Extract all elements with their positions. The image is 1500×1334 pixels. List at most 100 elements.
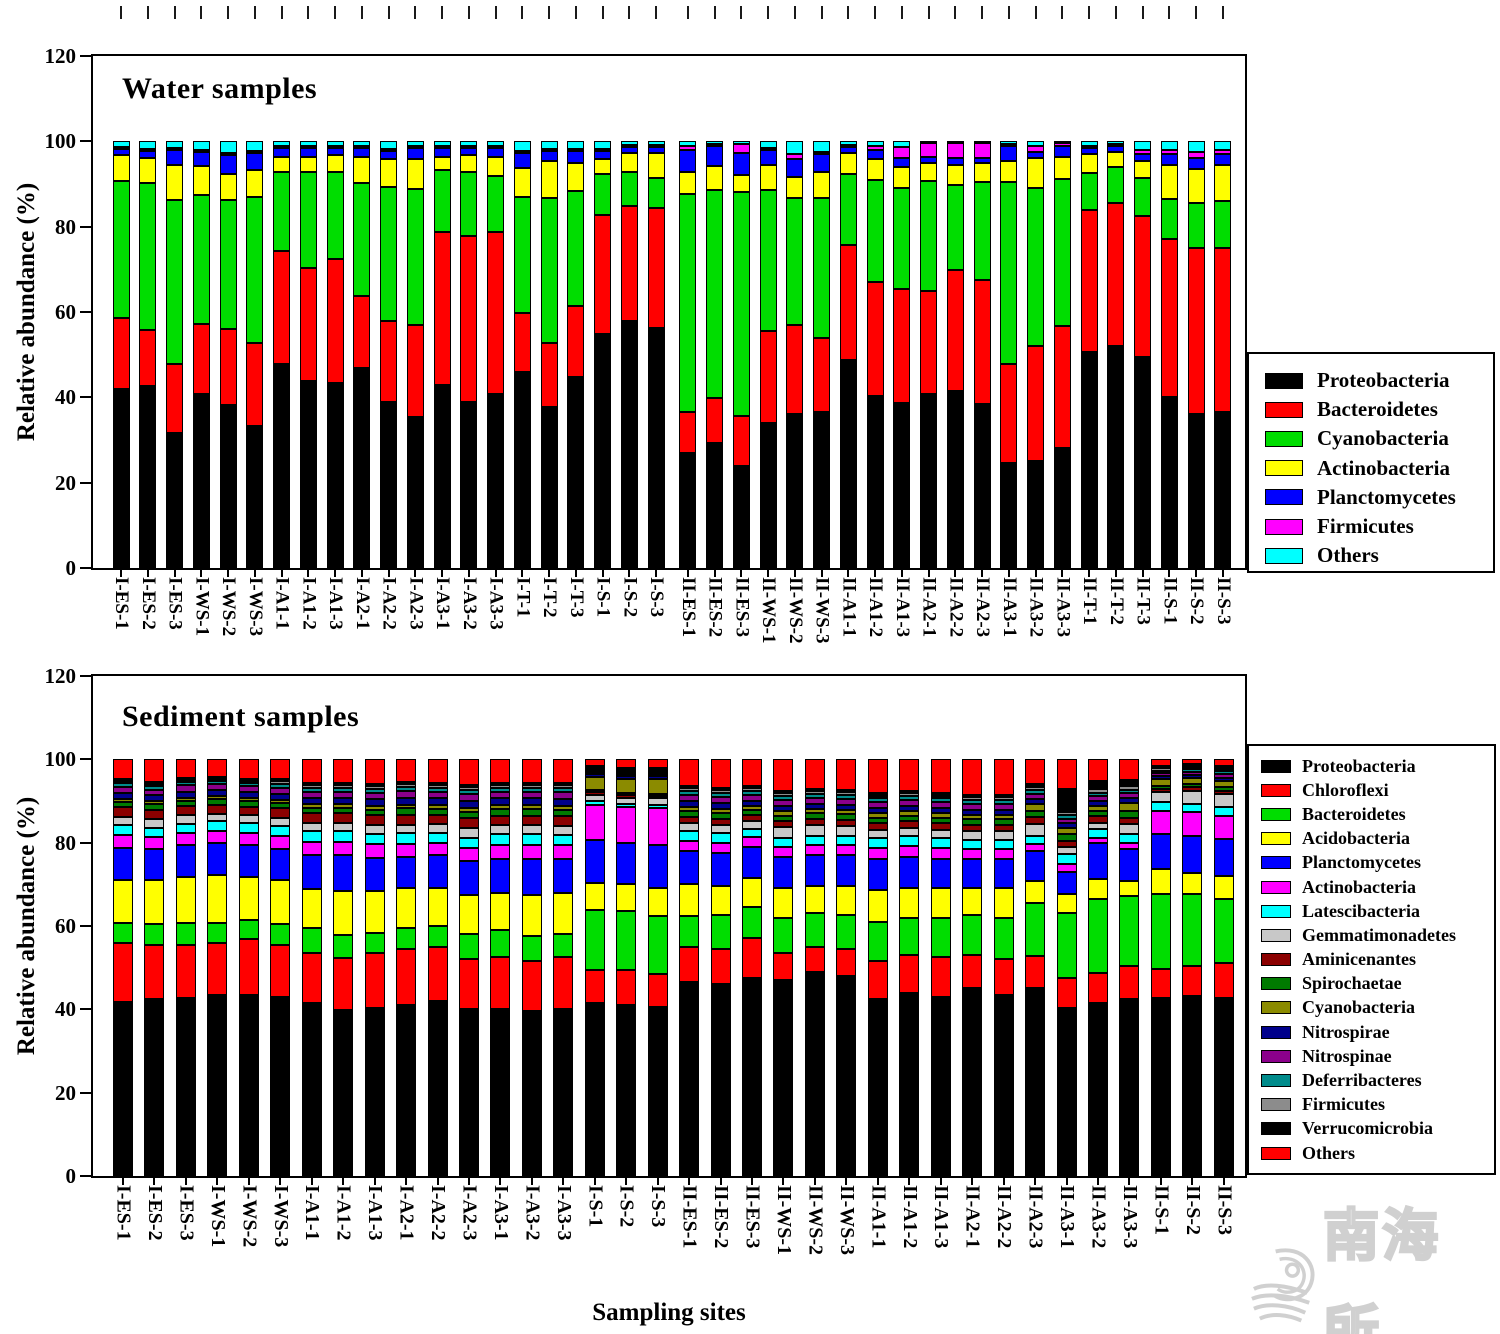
- bar-segment-Cyanobacteria: [333, 804, 354, 808]
- bar-segment-Planctomycetes: [1119, 849, 1140, 881]
- bar-segment-Cyanobacteria: [139, 182, 157, 331]
- bar-segment-Bacteroidetes: [1053, 326, 1071, 449]
- bar-II-S-3: [1213, 759, 1234, 1176]
- bar-segment-Cyanobacteria: [567, 191, 585, 307]
- x-tick-label: I-WS-3: [269, 1185, 292, 1297]
- bar-segment-Proteobacteria: [742, 978, 762, 1176]
- bar-I-WS-3: [270, 759, 291, 1177]
- bar-segment-Acidobacteria: [804, 886, 825, 914]
- bar-segment-Proteobacteria: [920, 393, 937, 569]
- bar-segment-Planctomycetes: [710, 853, 731, 887]
- x-tick-label-text: I-S-3: [647, 1185, 670, 1228]
- bar-segment-Nitrospirae: [616, 776, 637, 780]
- bar-segment-Chloroflexi: [867, 961, 888, 999]
- bar-segment-Others: [594, 141, 611, 149]
- x-axis-tick: [184, 1178, 187, 1185]
- bar-segment-Verrucomicrobia: [1119, 780, 1140, 787]
- bar-segment-Actinobacteria: [804, 844, 825, 856]
- bar-segment-Bacteroidetes: [1000, 364, 1018, 464]
- bar-segment-Proteobacteria: [166, 433, 183, 569]
- bar-segment-Bacteroidetes: [706, 398, 723, 443]
- x-tick-label: I-A2-1: [351, 577, 373, 663]
- bar-segment-Acidobacteria: [773, 888, 794, 918]
- bar-segment-Planctomycetes: [219, 154, 237, 174]
- bar-segment-Nitrospirae: [1087, 800, 1108, 806]
- bar-segment-Nitrospirae: [427, 798, 448, 806]
- bar-segment-Deferribacteres: [490, 787, 511, 792]
- bar-segment-Aminicenantes: [867, 823, 888, 830]
- x-axis-tick: [1128, 1178, 1131, 1185]
- x-tick-label-text: I-WS-3: [269, 1185, 292, 1248]
- bar-segment-Actinobacteria: [1134, 160, 1151, 178]
- bar-I-WS-3: [246, 141, 264, 569]
- legend-swatch-Aminicenantes: [1261, 953, 1291, 967]
- bar-segment-Cyanobacteria: [458, 808, 479, 813]
- bar-segment-Actinobacteria: [175, 832, 196, 846]
- bar-segment-Chloroflexi: [962, 955, 983, 989]
- x-tick-label-text: II-A1-1: [838, 577, 860, 638]
- legend-swatch-Proteobacteria: [1265, 372, 1303, 389]
- x-tick-label: I-ES-1: [110, 577, 132, 663]
- cropped-label-tail: [307, 6, 310, 19]
- bar-segment-Planctomycetes: [647, 844, 668, 889]
- legend-swatch-Firmicutes: [1261, 1098, 1291, 1112]
- bar-segment-Cyanobacteria: [353, 182, 371, 296]
- bar-segment-Spirochaetae: [458, 812, 479, 819]
- legend-item-Latescibacteria: Latescibacteria: [1261, 899, 1494, 923]
- bar-segment-Cyanobacteria: [1080, 173, 1098, 210]
- bar-segment-Latescibacteria: [113, 825, 133, 836]
- cropped-label-tail: [740, 6, 743, 19]
- bar-segment-Proteobacteria: [962, 988, 983, 1176]
- x-tick-label-text: I-WS-3: [244, 577, 266, 637]
- bar-segment-Bacteroidetes: [458, 934, 479, 960]
- bar-segment-Deferribacteres: [1182, 769, 1203, 772]
- x-axis-tick: [521, 570, 524, 577]
- bar-segment-Bacteroidetes: [144, 924, 165, 945]
- x-axis-tick: [146, 570, 149, 577]
- bar-segment-Planctomycetes: [962, 859, 983, 889]
- bar-segment-Latescibacteria: [427, 832, 448, 843]
- bar-segment-Chloroflexi: [521, 961, 542, 1012]
- bar-segment-Actinobacteria: [513, 167, 531, 198]
- bar-segment-Cyanobacteria: [647, 779, 668, 794]
- bar-segment-Chloroflexi: [238, 939, 259, 996]
- bar-segment-Cyanobacteria: [175, 797, 196, 802]
- cropped-label-tail: [981, 6, 983, 19]
- bar-segment-Acidobacteria: [1213, 875, 1234, 900]
- bar-segment-Proteobacteria: [1025, 987, 1046, 1176]
- bar-segment-Latescibacteria: [301, 831, 322, 842]
- legend-swatch-Actinobacteria: [1265, 460, 1303, 477]
- x-tick-label: II-WS-2: [804, 1185, 826, 1297]
- x-axis-tick: [1088, 570, 1090, 577]
- bar-segment-Acidobacteria: [270, 880, 291, 925]
- bar-segment-Cyanobacteria: [1213, 780, 1234, 788]
- bar-segment-Bacteroidetes: [710, 915, 731, 949]
- bar-segment-Aminicenantes: [490, 815, 511, 825]
- bar-segment-Spirochaetae: [364, 809, 385, 816]
- bar-segment-Acidobacteria: [521, 894, 542, 937]
- bar-segment-Others: [567, 141, 585, 149]
- x-tick-label: II-A3-1: [1056, 1185, 1078, 1297]
- bar-segment-Deferribacteres: [1025, 790, 1046, 794]
- plot-area-water: [91, 54, 1247, 570]
- bar-segment-Deferribacteres: [113, 783, 133, 788]
- x-tick-label-text: II-ES-1: [678, 1185, 701, 1249]
- bar-segment-Bacteroidetes: [326, 259, 344, 384]
- x-tick-label-text: I-A1-3: [325, 577, 346, 630]
- x-tick-label: II-A3-1: [998, 577, 1020, 663]
- cropped-label-tail: [173, 6, 176, 19]
- bar-segment-Spirochaetae: [930, 817, 951, 824]
- x-tick-label: I-A3-1: [489, 1185, 512, 1297]
- bar-segment-Bacteroidetes: [973, 279, 991, 404]
- x-axis-title: Sampling sites: [592, 1299, 746, 1326]
- x-tick-label: I-A2-3: [404, 577, 426, 663]
- bar-segment-Latescibacteria: [175, 823, 196, 833]
- bar-segment-Spirochaetae: [1087, 810, 1108, 816]
- x-tick-label: I-WS-2: [238, 1185, 260, 1297]
- bar-segment-Actinobacteria: [273, 156, 290, 172]
- bar-II-S-2: [1187, 141, 1205, 568]
- bar-I-A1-3: [364, 759, 385, 1177]
- cropped-label-tail: [360, 6, 363, 19]
- bar-segment-Acidobacteria: [584, 882, 605, 910]
- bar-segment-Actinobacteria: [487, 156, 504, 177]
